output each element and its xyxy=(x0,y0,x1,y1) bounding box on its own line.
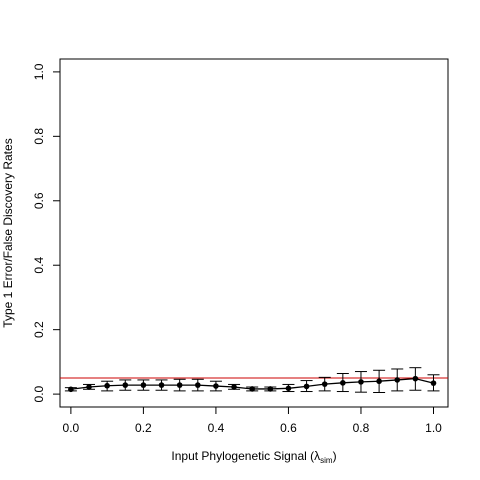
data-point xyxy=(213,383,219,389)
data-point xyxy=(412,375,419,382)
y-tick-label: 0.2 xyxy=(32,321,46,338)
x-axis: 0.0 0.2 0.4 0.6 0.8 1.0 xyxy=(63,407,442,435)
plot-frame xyxy=(59,58,449,408)
data-point xyxy=(394,377,401,383)
data-point xyxy=(68,386,74,393)
data-point xyxy=(340,380,346,386)
data-point xyxy=(321,381,328,387)
data-point xyxy=(376,378,382,385)
x-axis-title-end: ) xyxy=(333,449,337,463)
data-point xyxy=(303,383,310,390)
x-axis-title-subscript: sim xyxy=(320,456,333,465)
data-point xyxy=(122,382,129,388)
series-layer xyxy=(64,367,440,393)
x-axis-title: Input Phylogenetic Signal (λsim) xyxy=(171,449,336,465)
y-tick-label: 0.6 xyxy=(32,192,46,209)
x-axis-title-symbol: λ xyxy=(314,449,320,463)
y-tick-label: 0.0 xyxy=(32,385,46,402)
data-point xyxy=(86,384,92,390)
data-point xyxy=(176,382,183,388)
y-axis-title: Type 1 Error/False Discovery Rates xyxy=(1,138,15,327)
data-point xyxy=(430,380,437,386)
data-point xyxy=(358,379,364,385)
x-axis-title-main: Input Phylogenetic Signal ( xyxy=(171,449,314,463)
x-tick-label: 0.2 xyxy=(135,421,152,435)
y-axis: 0.0 0.2 0.4 0.6 0.8 1.0 xyxy=(32,63,60,402)
data-point xyxy=(194,382,201,388)
x-tick-label: 0.0 xyxy=(63,421,80,435)
data-point xyxy=(158,382,165,388)
y-tick-label: 0.4 xyxy=(32,257,46,274)
x-tick-label: 0.4 xyxy=(208,421,225,435)
data-point xyxy=(104,382,110,389)
data-point xyxy=(231,384,237,390)
x-tick-label: 0.8 xyxy=(353,421,370,435)
y-tick-label: 1.0 xyxy=(32,63,46,80)
x-tick-label: 1.0 xyxy=(425,421,442,435)
y-tick-label: 0.8 xyxy=(32,128,46,145)
data-point xyxy=(140,382,147,388)
x-tick-label: 0.6 xyxy=(280,421,297,435)
data-point xyxy=(285,385,292,392)
data-point xyxy=(249,386,255,392)
data-point xyxy=(267,386,274,392)
